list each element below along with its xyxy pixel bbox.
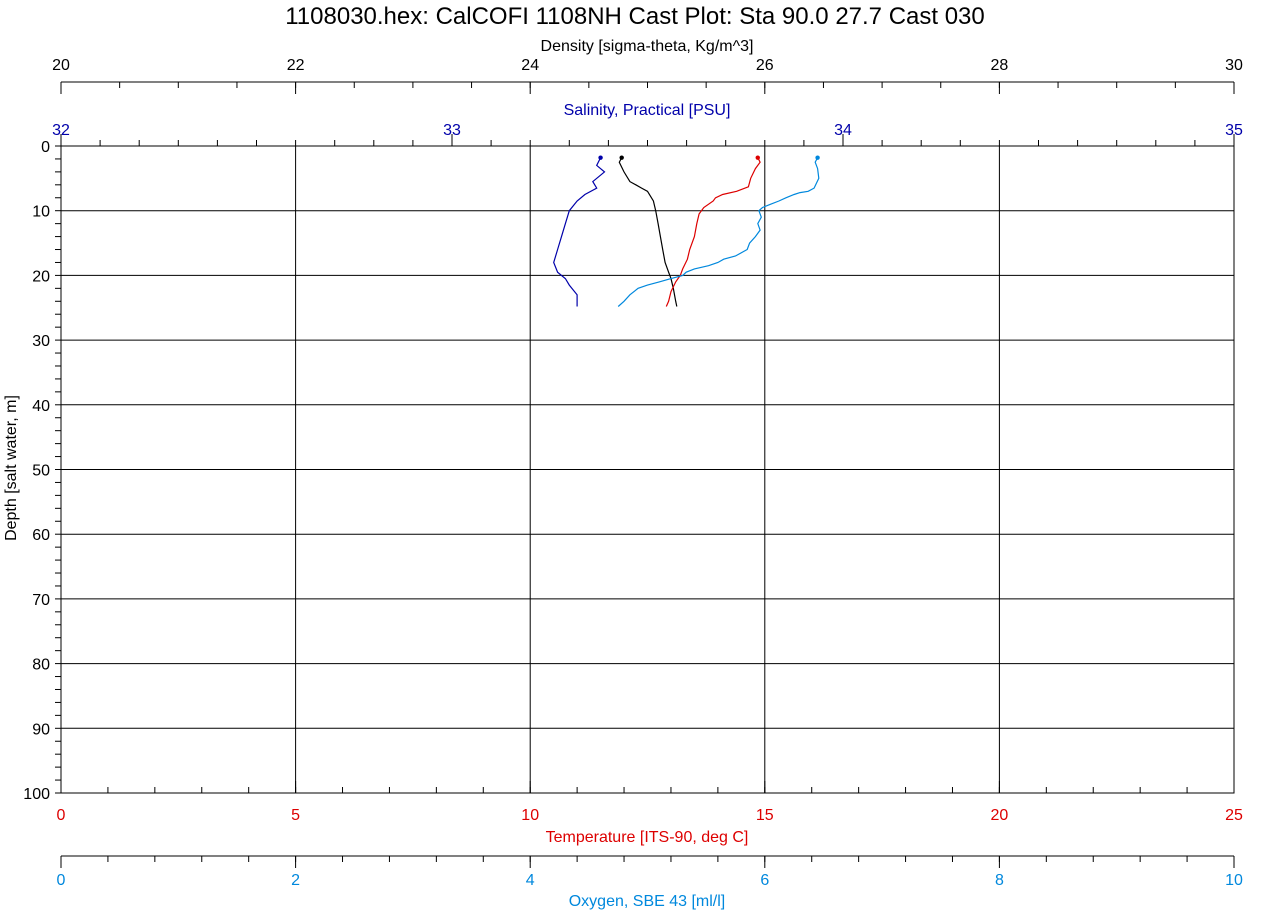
depth-tick-label: 100 [23, 786, 50, 803]
density-tick-label: 24 [521, 57, 539, 74]
chart-title: 1108030.hex: CalCOFI 1108NH Cast Plot: S… [285, 3, 985, 30]
depth-tick-label: 30 [32, 333, 50, 350]
series-layer [553, 155, 820, 307]
temperature-tick-label: 15 [756, 807, 774, 824]
temperature-tick-label: 0 [57, 807, 66, 824]
depth-tick-label: 50 [32, 463, 50, 480]
salinity-tick-label: 35 [1225, 122, 1243, 139]
salinity-tick-label: 33 [443, 122, 461, 139]
oxygen-tick-label: 2 [291, 872, 300, 889]
oxygen-profile-marker [815, 155, 820, 160]
oxygen-tick-label: 4 [526, 872, 535, 889]
depth-tick-label: 0 [41, 139, 50, 156]
density-axis-label: Density [sigma-theta, Kg/m^3] [541, 38, 754, 55]
temperature-tick-label: 20 [991, 807, 1009, 824]
density-profile-line [618, 157, 678, 307]
temperature-profile-line [665, 157, 761, 307]
depth-tick-label: 80 [32, 657, 50, 674]
depth-axis-label: Depth [salt water, m] [3, 395, 20, 541]
temperature-axis-label: Temperature [ITS-90, deg C] [546, 829, 749, 846]
density-tick-label: 28 [991, 57, 1009, 74]
salinity-profile-line [553, 157, 606, 307]
oxygen-axis-label: Oxygen, SBE 43 [ml/l] [569, 893, 726, 910]
density-tick-label: 20 [52, 57, 70, 74]
oxygen-profile-line [617, 157, 820, 307]
depth-tick-label: 60 [32, 527, 50, 544]
oxygen-tick-label: 6 [760, 872, 769, 889]
temperature-profile-marker [755, 155, 760, 160]
plot-grid [60, 145, 1235, 794]
salinity-profile-marker [598, 155, 603, 160]
temperature-tick-label: 5 [291, 807, 300, 824]
oxygen-tick-label: 10 [1225, 872, 1243, 889]
density-tick-label: 26 [756, 57, 774, 74]
salinity-axis-label: Salinity, Practical [PSU] [564, 102, 731, 119]
temperature-tick-label: 25 [1225, 807, 1243, 824]
temperature-tick-label: 10 [521, 807, 539, 824]
salinity-tick-label: 34 [834, 122, 852, 139]
depth-tick-label: 10 [32, 204, 50, 221]
density-tick-label: 30 [1225, 57, 1243, 74]
depth-tick-label: 20 [32, 268, 50, 285]
depth-tick-label: 40 [32, 398, 50, 415]
density-tick-label: 22 [287, 57, 305, 74]
oxygen-tick-label: 8 [995, 872, 1004, 889]
density-profile-marker [619, 155, 624, 160]
depth-tick-label: 70 [32, 592, 50, 609]
salinity-tick-label: 32 [52, 122, 70, 139]
depth-tick-label: 90 [32, 721, 50, 738]
oxygen-tick-label: 0 [57, 872, 66, 889]
